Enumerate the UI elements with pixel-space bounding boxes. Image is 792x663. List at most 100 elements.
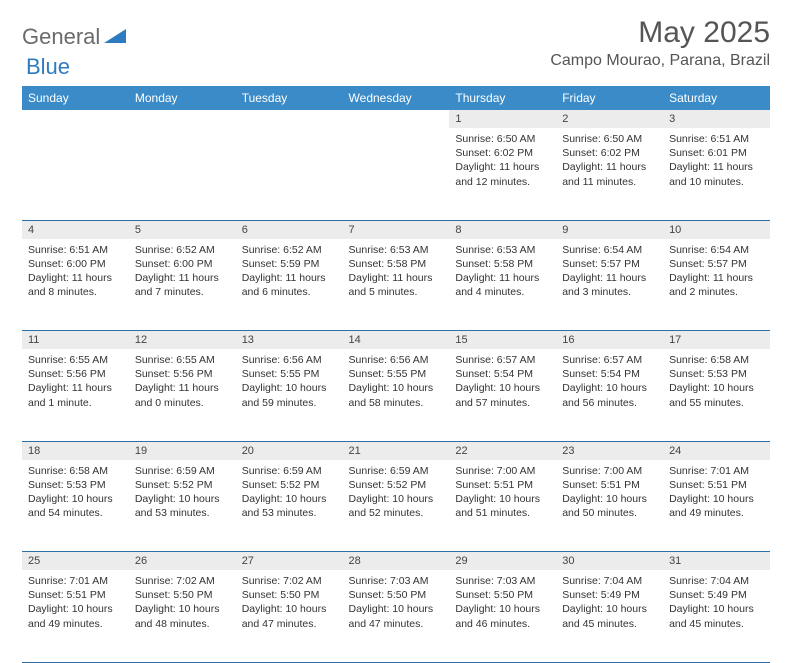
daylight-line1: Daylight: 10 hours (135, 492, 230, 506)
day-cell-content: Sunrise: 6:52 AMSunset: 6:00 PMDaylight:… (129, 239, 236, 306)
day-cell: Sunrise: 6:51 AMSunset: 6:00 PMDaylight:… (22, 239, 129, 331)
daylight-line2: and 45 minutes. (669, 617, 764, 631)
daylight-line1: Daylight: 10 hours (349, 602, 444, 616)
sunrise-text: Sunrise: 7:04 AM (669, 574, 764, 588)
day-number-cell: 18 (22, 441, 129, 460)
day-cell-content: Sunrise: 6:52 AMSunset: 5:59 PMDaylight:… (236, 239, 343, 306)
daylight-line2: and 47 minutes. (349, 617, 444, 631)
day-number-cell: 31 (663, 552, 770, 571)
day-number: 9 (562, 224, 568, 236)
sunrise-text: Sunrise: 7:01 AM (669, 464, 764, 478)
day-number-cell (343, 110, 450, 128)
day-cell (236, 128, 343, 220)
day-cell-content: Sunrise: 7:02 AMSunset: 5:50 PMDaylight:… (129, 570, 236, 637)
day-cell-content: Sunrise: 7:00 AMSunset: 5:51 PMDaylight:… (556, 460, 663, 527)
logo-text-general: General (22, 24, 100, 50)
daylight-line2: and 58 minutes. (349, 396, 444, 410)
sunrise-text: Sunrise: 6:53 AM (349, 243, 444, 257)
day-number: 24 (669, 445, 681, 457)
day-number-cell: 22 (449, 441, 556, 460)
sunset-text: Sunset: 6:00 PM (135, 257, 230, 271)
daylight-line2: and 48 minutes. (135, 617, 230, 631)
sunset-text: Sunset: 6:00 PM (28, 257, 123, 271)
sunrise-text: Sunrise: 6:56 AM (349, 353, 444, 367)
day-number: 18 (28, 445, 40, 457)
day-cell: Sunrise: 7:00 AMSunset: 5:51 PMDaylight:… (556, 460, 663, 552)
sunrise-text: Sunrise: 6:52 AM (135, 243, 230, 257)
day-number-row: 11121314151617 (22, 331, 770, 350)
day-cell-content: Sunrise: 6:59 AMSunset: 5:52 PMDaylight:… (343, 460, 450, 527)
daylight-line2: and 2 minutes. (669, 285, 764, 299)
sunset-text: Sunset: 5:51 PM (28, 588, 123, 602)
day-cell: Sunrise: 6:54 AMSunset: 5:57 PMDaylight:… (556, 239, 663, 331)
daylight-line2: and 57 minutes. (455, 396, 550, 410)
day-number-row: 45678910 (22, 220, 770, 239)
day-cell: Sunrise: 7:03 AMSunset: 5:50 PMDaylight:… (343, 570, 450, 662)
day-number-cell: 3 (663, 110, 770, 128)
day-number-cell: 30 (556, 552, 663, 571)
day-cell-content: Sunrise: 6:54 AMSunset: 5:57 PMDaylight:… (556, 239, 663, 306)
sunrise-text: Sunrise: 7:00 AM (562, 464, 657, 478)
day-number: 12 (135, 334, 147, 346)
daylight-line1: Daylight: 10 hours (669, 492, 764, 506)
day-cell: Sunrise: 6:53 AMSunset: 5:58 PMDaylight:… (449, 239, 556, 331)
day-number: 29 (455, 555, 467, 567)
day-cell: Sunrise: 6:57 AMSunset: 5:54 PMDaylight:… (449, 349, 556, 441)
sunrise-text: Sunrise: 7:01 AM (28, 574, 123, 588)
day-cell: Sunrise: 6:57 AMSunset: 5:54 PMDaylight:… (556, 349, 663, 441)
daylight-line1: Daylight: 10 hours (669, 381, 764, 395)
daylight-line1: Daylight: 10 hours (562, 602, 657, 616)
weekday-header: Monday (129, 86, 236, 110)
sunset-text: Sunset: 5:55 PM (349, 367, 444, 381)
weekday-header: Tuesday (236, 86, 343, 110)
sunrise-text: Sunrise: 6:54 AM (669, 243, 764, 257)
day-number-cell: 25 (22, 552, 129, 571)
day-number-cell: 12 (129, 331, 236, 350)
day-number: 1 (455, 113, 461, 125)
daylight-line2: and 11 minutes. (562, 175, 657, 189)
day-number-cell: 16 (556, 331, 663, 350)
title-block: May 2025 Campo Mourao, Parana, Brazil (550, 16, 770, 70)
daylight-line1: Daylight: 10 hours (455, 381, 550, 395)
day-cell: Sunrise: 6:55 AMSunset: 5:56 PMDaylight:… (129, 349, 236, 441)
day-number-cell: 7 (343, 220, 450, 239)
day-cell: Sunrise: 7:02 AMSunset: 5:50 PMDaylight:… (236, 570, 343, 662)
daylight-line1: Daylight: 11 hours (669, 160, 764, 174)
day-cell: Sunrise: 7:02 AMSunset: 5:50 PMDaylight:… (129, 570, 236, 662)
daylight-line2: and 54 minutes. (28, 506, 123, 520)
sunset-text: Sunset: 5:53 PM (28, 478, 123, 492)
day-number-cell: 23 (556, 441, 663, 460)
day-number: 22 (455, 445, 467, 457)
day-cell: Sunrise: 7:04 AMSunset: 5:49 PMDaylight:… (663, 570, 770, 662)
day-cell-content: Sunrise: 6:55 AMSunset: 5:56 PMDaylight:… (22, 349, 129, 416)
day-cell: Sunrise: 6:58 AMSunset: 5:53 PMDaylight:… (22, 460, 129, 552)
day-cell-content: Sunrise: 6:56 AMSunset: 5:55 PMDaylight:… (236, 349, 343, 416)
sunrise-text: Sunrise: 6:52 AM (242, 243, 337, 257)
daylight-line1: Daylight: 11 hours (455, 160, 550, 174)
day-number-cell: 5 (129, 220, 236, 239)
sunset-text: Sunset: 5:56 PM (135, 367, 230, 381)
sunset-text: Sunset: 5:50 PM (242, 588, 337, 602)
day-number-cell: 10 (663, 220, 770, 239)
sunset-text: Sunset: 5:57 PM (669, 257, 764, 271)
day-number-cell: 28 (343, 552, 450, 571)
day-cell-content: Sunrise: 6:55 AMSunset: 5:56 PMDaylight:… (129, 349, 236, 416)
day-cell-content: Sunrise: 6:54 AMSunset: 5:57 PMDaylight:… (663, 239, 770, 306)
daylight-line2: and 59 minutes. (242, 396, 337, 410)
day-cell-content: Sunrise: 7:02 AMSunset: 5:50 PMDaylight:… (236, 570, 343, 637)
day-cell-content: Sunrise: 6:59 AMSunset: 5:52 PMDaylight:… (129, 460, 236, 527)
day-number: 14 (349, 334, 361, 346)
day-number-row: 18192021222324 (22, 441, 770, 460)
day-number-row: 25262728293031 (22, 552, 770, 571)
sunset-text: Sunset: 5:56 PM (28, 367, 123, 381)
daylight-line1: Daylight: 10 hours (135, 602, 230, 616)
sunset-text: Sunset: 5:52 PM (349, 478, 444, 492)
day-cell: Sunrise: 6:51 AMSunset: 6:01 PMDaylight:… (663, 128, 770, 220)
sunset-text: Sunset: 5:54 PM (562, 367, 657, 381)
day-number-cell: 17 (663, 331, 770, 350)
day-number-cell: 15 (449, 331, 556, 350)
daylight-line2: and 53 minutes. (242, 506, 337, 520)
daylight-line2: and 49 minutes. (669, 506, 764, 520)
daylight-line1: Daylight: 10 hours (455, 602, 550, 616)
sunrise-text: Sunrise: 6:59 AM (349, 464, 444, 478)
